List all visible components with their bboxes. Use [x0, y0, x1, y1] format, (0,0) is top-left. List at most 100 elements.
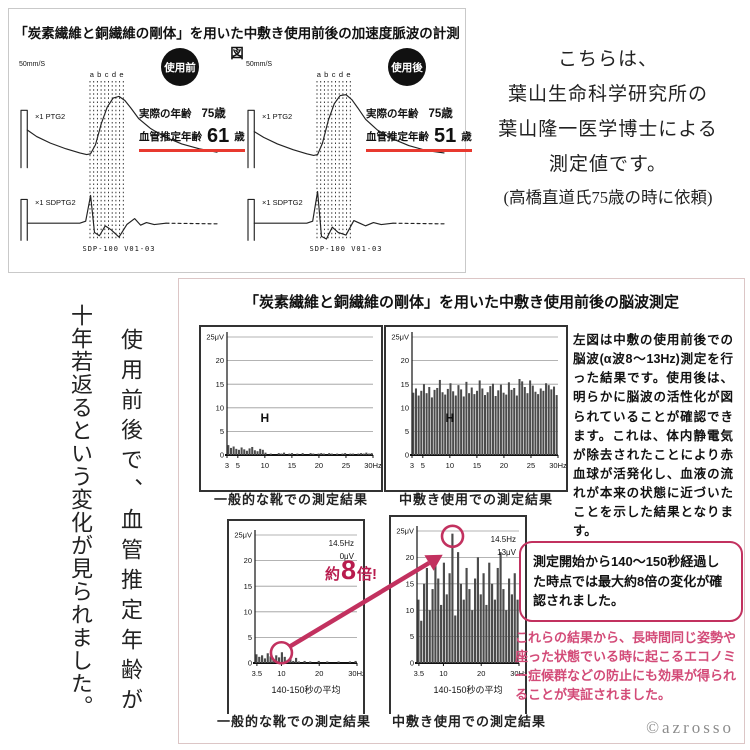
svg-text:0: 0	[405, 451, 409, 460]
svg-text:20: 20	[477, 669, 485, 678]
conclusion-text: これらの結果から、長時間同じ姿勢や座った状態でいる時に起こるエコノミー症候群など…	[515, 630, 737, 702]
svg-text:20: 20	[315, 669, 323, 678]
vascular-age-label: 血管推定年齢	[139, 130, 202, 143]
vascular-age-row: 血管推定年齢 61 歳	[139, 126, 245, 152]
svg-text:15: 15	[244, 582, 252, 591]
svg-text:30Hz: 30Hz	[364, 461, 381, 470]
svg-text:15: 15	[401, 380, 409, 389]
svg-text:b: b	[324, 70, 328, 79]
svg-text:25μV: 25μV	[396, 527, 414, 536]
eeg-chart-shoes-scan: 0 5 10 15 20 25μV 3 5 10 15 20 25 30Hz H	[199, 325, 383, 492]
vascular-age-value: 51	[434, 125, 457, 147]
actual-age-label: 実際の年齢	[366, 108, 419, 120]
caption-eeg-shoes: 一般的な靴での測定結果	[213, 492, 368, 507]
svg-text:50mm/S: 50mm/S	[19, 61, 45, 68]
pulse-chart-after: 50mm/S a b c d e ×1 PTG2 ×1 SDPTG2 SDP-100 V01-0…	[246, 61, 445, 253]
svg-text:e: e	[119, 70, 123, 79]
svg-text:10: 10	[406, 606, 414, 615]
actual-age-label: 実際の年齢	[139, 108, 192, 120]
svg-text:10: 10	[261, 461, 269, 470]
researcher-note: こちらは、 葉山生命科学研究所の 葉山隆一医学博士による 測定値です。 (高橋直…	[470, 42, 746, 213]
svg-text:10: 10	[401, 403, 409, 412]
pulse-wave-panel: 「炭素繊維と銅繊維の剛体」を用いた中敷き使用前後の加速度脈波の計測図 50mm/…	[8, 8, 472, 273]
note-line: 測定値です。	[548, 154, 668, 176]
vascular-age-label: 血管推定年齢	[366, 130, 429, 143]
svg-text:10: 10	[216, 403, 224, 412]
eight-times-label: 約8倍!	[325, 555, 377, 586]
watermark: ©azrosso	[646, 718, 734, 737]
measurement-callout-box: 測定開始から140〜150秒経過した時点では最大約8倍の変化が確認されました。	[519, 541, 743, 622]
vertical-note-column: 十年若返るという変化が見られました。	[68, 304, 93, 718]
pulse-panel-title: 「炭素繊維と銅繊維の剛体」を用いた中敷き使用前後の加速度脈波の計測図	[14, 26, 460, 61]
svg-text:c: c	[105, 70, 109, 79]
actual-age-value: 75歳	[201, 108, 226, 120]
caption-eeg-insole: 中敷き使用での測定結果	[398, 492, 553, 507]
svg-text:3: 3	[225, 461, 229, 470]
svg-text:14.5Hz: 14.5Hz	[491, 535, 516, 544]
svg-text:5: 5	[421, 461, 425, 470]
svg-text:a: a	[317, 70, 322, 79]
multiplier-prefix: 約	[325, 566, 341, 583]
svg-text:×1 SDPTG2: ×1 SDPTG2	[35, 198, 76, 207]
note-line-parenthetical: (高橋直道氏75歳の時に依頼)	[503, 187, 713, 207]
svg-text:H: H	[446, 411, 455, 425]
vascular-age-row: 血管推定年齢 51 歳	[366, 126, 472, 152]
svg-text:20: 20	[216, 356, 224, 365]
svg-text:H: H	[261, 411, 270, 425]
svg-text:14.5Hz: 14.5Hz	[329, 539, 354, 548]
svg-text:3.5: 3.5	[252, 669, 262, 678]
eeg-chart-insole-scan: 0 5 10 15 20 25μV 3 5 10 15 20 25 30Hz H	[384, 325, 568, 492]
svg-text:0: 0	[410, 659, 414, 668]
svg-text:140-150秒の平均: 140-150秒の平均	[433, 684, 502, 695]
svg-text:a: a	[90, 70, 95, 79]
svg-text:20: 20	[315, 461, 323, 470]
age-readout-after: 実際の年齢 75歳 血管推定年齢 51 歳	[366, 105, 472, 152]
svg-text:15: 15	[288, 461, 296, 470]
eeg-panel: 「炭素繊維と銅繊維の剛体」を用いた中敷き使用前後の脳波測定 0 5 10 15 20 25…	[178, 278, 745, 744]
svg-text:10: 10	[446, 461, 454, 470]
svg-text:0: 0	[248, 659, 252, 668]
vascular-age-value: 61	[207, 125, 230, 147]
actual-age-row: 実際の年齢 75歳	[366, 105, 472, 121]
svg-text:20: 20	[406, 553, 414, 562]
svg-text:b: b	[97, 70, 101, 79]
svg-text:30Hz: 30Hz	[348, 669, 363, 678]
eeg-chart-shoes-average: 0 5 10 15 20 25μV 3.5 10 20 30Hz 14.5Hz 0μV 140-150秒…	[234, 530, 366, 695]
actual-age-value: 75歳	[428, 108, 453, 120]
eeg-panel-title: 「炭素繊維と銅繊維の剛体」を用いた中敷き使用前後の脳波測定	[243, 294, 679, 311]
svg-text:15: 15	[216, 380, 224, 389]
pulse-after-block: 50mm/S a b c d e ×1 PTG2 ×1 SDPTG2 SDP-100 V01-0…	[238, 43, 472, 269]
vascular-age-unit: 歳	[234, 130, 245, 143]
note-line: こちらは、	[557, 49, 658, 70]
svg-text:15: 15	[473, 461, 481, 470]
svg-text:15: 15	[406, 579, 414, 588]
svg-text:25μV: 25μV	[234, 531, 252, 540]
note-line: 葉山隆一医学博士による	[498, 119, 718, 141]
svg-text:3.5: 3.5	[414, 669, 424, 678]
note-line: 葉山生命科学研究所の	[507, 84, 708, 106]
caption-eeg-insole-average: 中敷き使用での測定結果	[391, 714, 546, 729]
svg-text:5: 5	[405, 427, 409, 436]
svg-text:25: 25	[527, 461, 535, 470]
svg-text:×1 PTG2: ×1 PTG2	[35, 112, 65, 121]
vertical-note-column: 使用前後で、血管推定年齢が	[118, 328, 143, 718]
multiplier-number: 8	[341, 555, 357, 585]
svg-text:30Hz: 30Hz	[510, 669, 525, 678]
svg-text:5: 5	[248, 633, 252, 642]
vertical-summary-note: 使用前後で、血管推定年齢が 十年若返るという変化が見られました。	[64, 300, 146, 736]
svg-text:10: 10	[277, 669, 285, 678]
svg-text:20: 20	[401, 356, 409, 365]
svg-text:25: 25	[342, 461, 350, 470]
svg-text:3: 3	[410, 461, 414, 470]
svg-text:c: c	[332, 70, 336, 79]
svg-text:140-150秒の平均: 140-150秒の平均	[271, 684, 340, 695]
actual-age-row: 実際の年齢 75歳	[139, 105, 245, 121]
age-readout-before: 実際の年齢 75歳 血管推定年齢 61 歳	[139, 105, 245, 152]
svg-text:d: d	[112, 70, 116, 79]
svg-text:10: 10	[244, 607, 252, 616]
svg-text:×1 PTG2: ×1 PTG2	[262, 112, 292, 121]
badge-after: 使用後	[388, 48, 426, 86]
